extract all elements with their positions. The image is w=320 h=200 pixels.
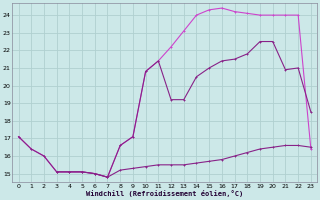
X-axis label: Windchill (Refroidissement éolien,°C): Windchill (Refroidissement éolien,°C) xyxy=(86,190,243,197)
